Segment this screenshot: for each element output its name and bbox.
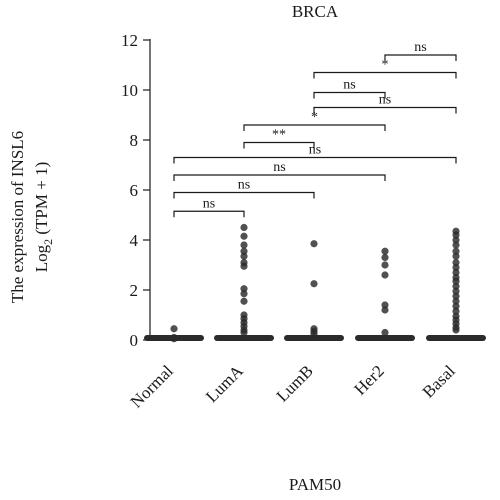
- significance-label: ns: [379, 93, 391, 108]
- data-point: [240, 290, 248, 298]
- significance-label: ns: [238, 178, 250, 193]
- significance-label: ns: [273, 160, 285, 175]
- significance-label: *: [311, 110, 318, 125]
- data-point: [452, 326, 460, 334]
- bracket-line: [243, 141, 315, 149]
- data-point: [240, 241, 248, 249]
- y-tick-label: 10: [121, 81, 138, 100]
- data-point: [240, 247, 248, 255]
- comparison-bracket: ns: [384, 40, 457, 61]
- y-axis-label-line2: Log2 (TPM + 1): [32, 162, 55, 273]
- comparison-bracket: ns: [313, 93, 457, 114]
- data-point: [452, 236, 460, 244]
- data-point: [452, 307, 460, 315]
- significance-label: **: [272, 128, 286, 143]
- comparison-bracket: ns: [173, 143, 457, 164]
- dense-baseline-band: [426, 335, 486, 341]
- bracket-line: [243, 124, 386, 131]
- x-tick-label-her2: Her2: [350, 361, 387, 398]
- data-point: [240, 252, 248, 260]
- data-point: [381, 271, 389, 279]
- data-point: [240, 297, 248, 305]
- y-tick-label: 4: [130, 231, 139, 250]
- data-point: [240, 328, 248, 337]
- data-point: [452, 241, 460, 249]
- y-tick-label: 6: [130, 181, 139, 200]
- x-axis: Normal LumA LumB Her2 Basal: [127, 361, 459, 412]
- comparison-bracket: **: [243, 128, 315, 149]
- data-point: [381, 253, 389, 262]
- data-point: [381, 247, 389, 255]
- data-point: [381, 261, 389, 269]
- data-point: [452, 268, 460, 277]
- significance-label: ns: [414, 40, 426, 55]
- data-point: [170, 325, 178, 333]
- data-point: [240, 262, 248, 270]
- data-series: [144, 223, 486, 343]
- x-tick-label-normal: Normal: [127, 361, 177, 411]
- data-point: [452, 277, 460, 285]
- bracket-line: [173, 174, 386, 181]
- data-point: [381, 306, 389, 314]
- comparison-bracket: ns: [313, 78, 386, 99]
- bracket-line: [313, 91, 386, 99]
- data-point: [240, 285, 248, 293]
- group-basal: [426, 227, 486, 341]
- data-point: [452, 282, 460, 290]
- y-tick-label: 12: [121, 31, 138, 50]
- bracket-line: [173, 210, 245, 218]
- data-point: [452, 258, 460, 267]
- significance-label: ns: [343, 78, 355, 93]
- y-axis-label-line1: The expression of INSL6: [8, 131, 27, 303]
- data-point: [310, 330, 318, 338]
- group-normal: [144, 325, 204, 343]
- group-luma: [214, 223, 274, 341]
- bracket-line: [384, 54, 457, 61]
- bracket-line: [173, 191, 315, 199]
- bracket-line: [173, 156, 457, 164]
- y-tick-label: 2: [130, 281, 139, 300]
- significance-label: ns: [203, 196, 215, 211]
- data-point: [452, 292, 460, 300]
- data-point: [452, 231, 460, 239]
- comparison-bracket: ns: [173, 160, 386, 181]
- data-point: [240, 223, 248, 232]
- data-point: [452, 287, 460, 295]
- bracket-line: [313, 106, 457, 114]
- data-point: [310, 280, 318, 288]
- x-tick-label-basal: Basal: [419, 361, 459, 401]
- data-point: [452, 252, 460, 260]
- significance-label: ns: [309, 143, 321, 158]
- data-point: [240, 232, 248, 240]
- dense-baseline-band: [284, 335, 344, 341]
- data-point: [310, 240, 318, 248]
- chart-title: BRCA: [292, 2, 339, 21]
- significance-label: *: [382, 58, 389, 73]
- dense-baseline-band: [355, 335, 415, 341]
- x-tick-label-luma: LumA: [202, 361, 247, 406]
- data-point: [381, 328, 389, 337]
- comparison-bracket: *: [243, 110, 386, 131]
- data-point: [381, 301, 389, 309]
- x-tick-label-lumb: LumB: [273, 361, 317, 405]
- comparison-bracket: *: [313, 58, 457, 79]
- data-point: [170, 335, 178, 343]
- group-her2: [355, 247, 415, 341]
- y-axis: 0 2 4 6 8 10 12: [121, 31, 151, 350]
- bracket-line: [313, 71, 457, 79]
- x-axis-label: PAM50: [289, 475, 341, 494]
- group-lumb: [284, 240, 344, 341]
- data-point: [452, 297, 460, 305]
- data-point: [452, 247, 460, 255]
- y-tick-label: 8: [130, 131, 139, 150]
- data-point: [452, 263, 460, 272]
- comparison-bracket: ns: [173, 178, 315, 199]
- comparison-bracket: ns: [173, 196, 245, 218]
- y-axis-label: The expression of INSL6 Log2 (TPM + 1): [8, 131, 55, 303]
- dense-baseline-band: [214, 335, 274, 341]
- y-tick-label: 0: [130, 331, 139, 350]
- data-point: [452, 302, 460, 310]
